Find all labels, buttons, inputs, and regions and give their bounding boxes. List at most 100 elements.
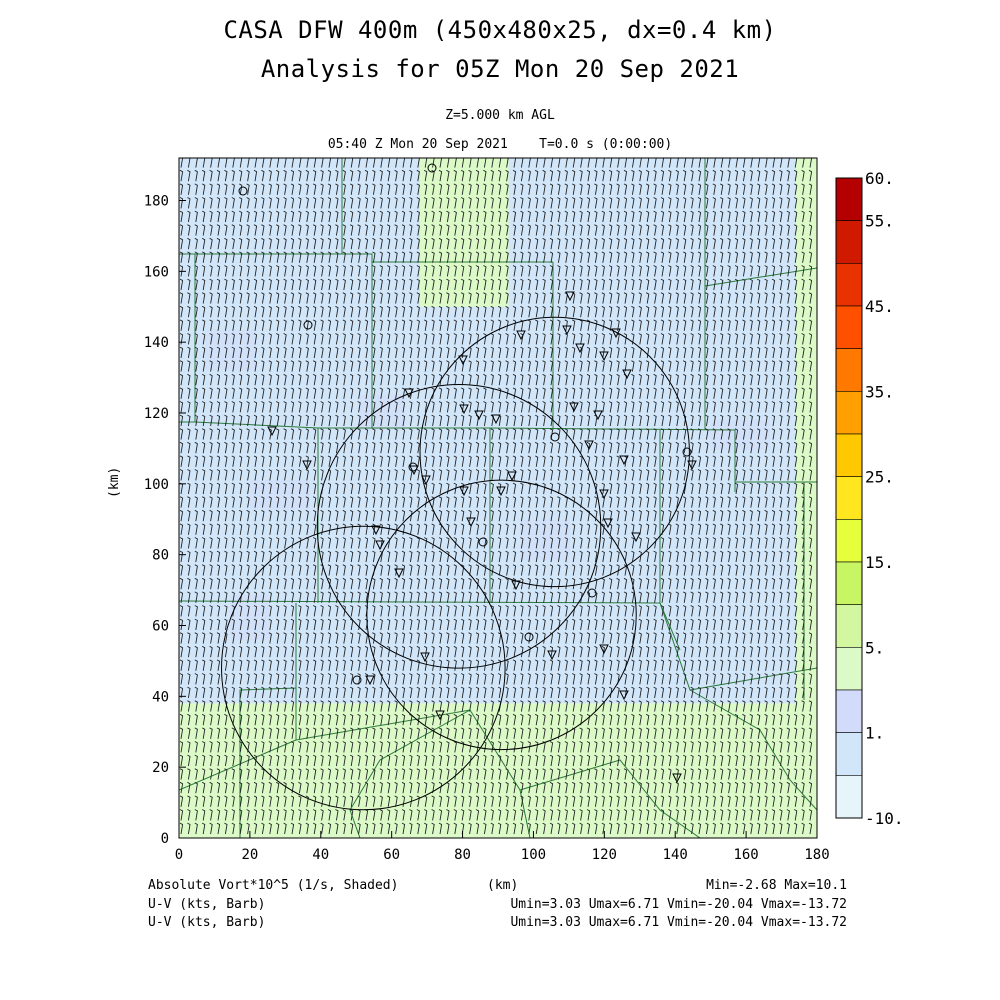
station-circle-icon	[427, 163, 437, 173]
colorbar-frame	[835, 177, 863, 819]
y-tick-label: 160	[144, 264, 169, 280]
station-triangle-icon	[511, 580, 521, 591]
shading-patch	[360, 395, 405, 430]
plot-area	[179, 158, 817, 838]
radar-range-ring	[316, 384, 602, 669]
y-tick-label: 80	[152, 548, 169, 564]
shading-region	[420, 158, 509, 307]
radar-range-ring	[221, 525, 506, 811]
colorbar-swatch	[835, 263, 863, 307]
station-triangle-icon	[599, 489, 609, 500]
y-axis-label: (km)	[107, 466, 122, 498]
colorbar: 60. 55. 45. 35. 25. 15. 5. 1. -10.	[835, 169, 904, 828]
x-tick-label: 0	[175, 847, 183, 863]
station-circle-icon	[682, 447, 692, 457]
station-triangle-icon	[496, 486, 506, 497]
station-symbols	[238, 163, 697, 784]
wind-barb-field	[179, 158, 813, 835]
x-axis-ticks: 0 20 40 60 80 100 120 140 160 180	[175, 831, 830, 863]
colorbar-swatch	[835, 647, 863, 691]
station-triangle-icon	[516, 330, 526, 341]
colorbar-label: 1.	[865, 724, 884, 743]
colorbar-label: 45.	[865, 297, 894, 316]
station-triangle-icon	[435, 710, 445, 721]
station-circle-icon	[550, 432, 560, 442]
colorbar-swatch	[835, 561, 863, 605]
colorbar-swatch	[835, 732, 863, 776]
colorbar-swatch	[835, 604, 863, 648]
colorbar-label: -10.	[865, 809, 904, 828]
x-tick-label: 180	[804, 847, 829, 863]
field-stats: Min=-2.68 Max=10.1	[706, 878, 847, 893]
shading-patch	[230, 595, 270, 640]
y-tick-label: 100	[144, 477, 169, 493]
colorbar-swatch	[835, 689, 863, 733]
station-triangle-icon	[599, 644, 609, 655]
station-triangle-icon	[365, 675, 375, 686]
y-tick-label: 40	[152, 689, 169, 705]
x-tick-label: 100	[521, 847, 546, 863]
station-triangle-icon	[603, 518, 613, 529]
x-tick-label: 120	[592, 847, 617, 863]
county-line	[179, 600, 661, 604]
colorbar-label: 60.	[865, 169, 894, 188]
station-triangle-icon	[459, 404, 469, 415]
station-triangle-icon	[394, 568, 404, 579]
station-circle-icon	[303, 320, 313, 330]
colorbar-swatch	[835, 391, 863, 435]
station-triangle-icon	[687, 460, 697, 471]
radar-range-ring	[366, 479, 637, 751]
station-triangle-icon	[611, 328, 621, 339]
y-tick-label: 60	[152, 619, 169, 635]
station-triangle-icon	[420, 652, 430, 663]
field-label: Absolute Vort*10^5 (1/s, Shaded)	[148, 878, 399, 893]
x-tick-label: 60	[383, 847, 400, 863]
colorbar-swatch	[835, 305, 863, 349]
colorbar-label: 25.	[865, 468, 894, 487]
radar-range-ring	[419, 316, 690, 588]
station-triangle-icon	[371, 525, 381, 536]
station-triangle-icon	[593, 410, 603, 421]
y-axis-ticks: 0 20 40 60 80 100 120 140 160 180	[144, 194, 186, 847]
shading-patch	[710, 420, 770, 450]
x-tick-label: 160	[733, 847, 758, 863]
x-tick-label: 40	[312, 847, 329, 863]
county-line	[689, 689, 817, 811]
station-triangle-icon	[547, 650, 557, 661]
station-triangle-icon	[375, 540, 385, 551]
wind-barbs	[179, 158, 813, 835]
y-tick-label: 120	[144, 406, 169, 422]
colorbar-swatch	[835, 476, 863, 520]
station-triangle-icon	[622, 369, 632, 380]
station-circle-icon	[352, 675, 362, 685]
colorbar-swatch	[835, 433, 863, 477]
station-circle-icon	[478, 537, 488, 547]
station-triangle-icon	[474, 410, 484, 421]
station-triangle-icon	[404, 388, 414, 399]
x-tick-label: 80	[454, 847, 471, 863]
wind-stats-1: Umin=3.03 Umax=6.71 Vmin=-20.04 Vmax=-13…	[510, 897, 847, 912]
colorbar-label: 55.	[865, 212, 894, 231]
station-triangle-icon	[459, 486, 469, 497]
colorbar-swatch	[835, 519, 863, 563]
colorbar-label: 15.	[865, 553, 894, 572]
y-tick-label: 140	[144, 335, 169, 351]
level-label: Z=5.000 km AGL	[445, 108, 555, 123]
station-triangle-icon	[599, 351, 609, 362]
station-triangle-icon	[619, 455, 629, 466]
station-circle-icon	[238, 186, 248, 196]
station-triangle-icon	[562, 325, 572, 336]
station-circle-icon	[524, 632, 534, 642]
station-triangle-icon	[619, 690, 629, 701]
station-triangle-icon	[565, 291, 575, 302]
station-triangle-icon	[631, 532, 641, 543]
title-line-2: Analysis for 05Z Mon 20 Sep 2021	[260, 55, 740, 83]
colorbar-swatch	[835, 775, 863, 819]
y-tick-label: 20	[152, 760, 169, 776]
colorbar-swatch	[835, 348, 863, 392]
station-triangle-icon	[584, 440, 594, 451]
station-triangle-icon	[267, 426, 277, 437]
radar-range-rings	[221, 316, 690, 811]
colorbar-swatch	[835, 177, 863, 221]
valid-time-label: 05:40 Z Mon 20 Sep 2021 T=0.0 s (0:00:00…	[327, 137, 673, 152]
